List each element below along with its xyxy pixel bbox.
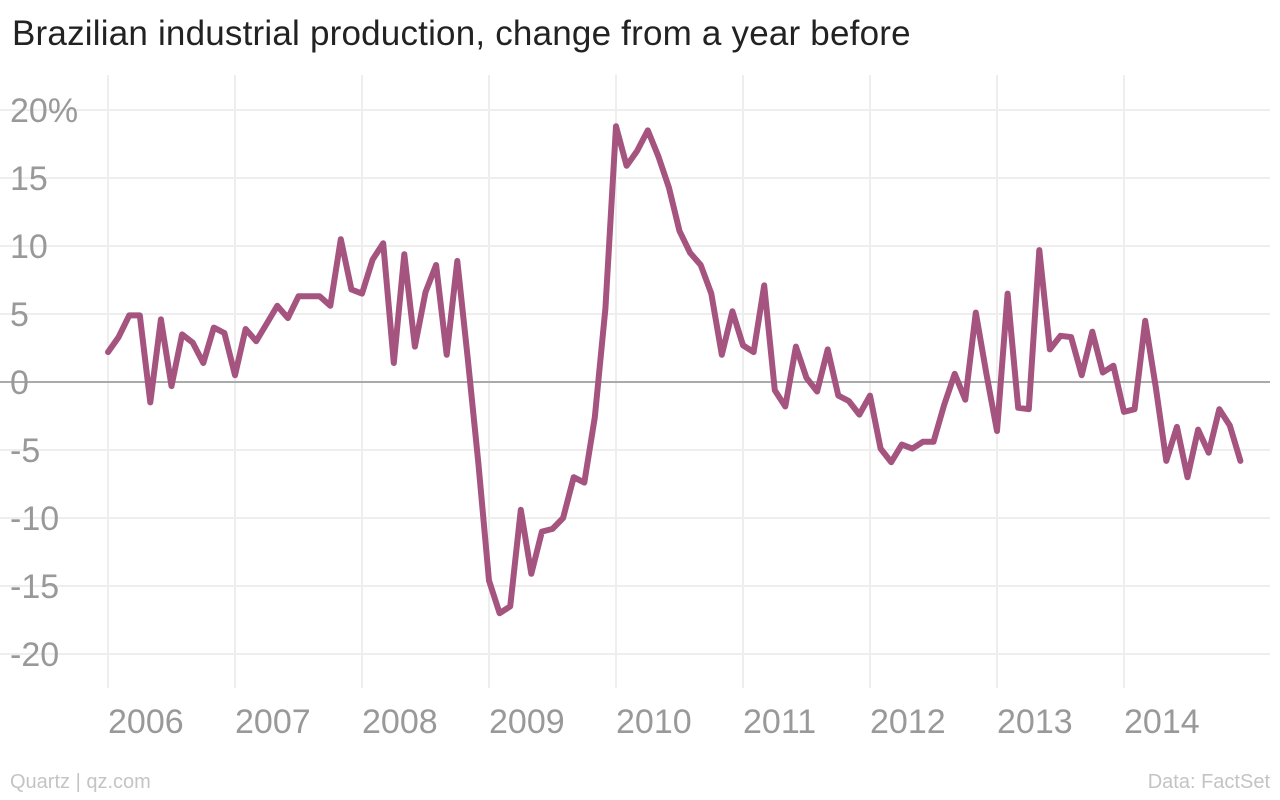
y-tick-label: 20% xyxy=(10,92,78,130)
y-tick-label: -5 xyxy=(10,432,40,470)
series-layer xyxy=(105,123,1244,617)
y-tick-label: 10 xyxy=(10,228,48,266)
x-tick-label: 2012 xyxy=(870,703,946,741)
x-tick-label: 2010 xyxy=(616,703,692,741)
x-tick-label: 2014 xyxy=(1124,703,1200,741)
y-tick-label: 0 xyxy=(10,364,29,402)
x-tick-label: 2006 xyxy=(108,703,184,741)
x-tick-label: 2007 xyxy=(235,703,311,741)
y-tick-label: 15 xyxy=(10,160,48,198)
x-axis-ticks: 2006 2007 2008 2009 2010 2011 2012 2013 2014 xyxy=(108,703,1200,741)
x-tick-label: 2013 xyxy=(997,703,1073,741)
x-tick-label: 2011 xyxy=(743,703,816,741)
x-tick-label: 2009 xyxy=(489,703,565,741)
footer-credit: Quartz | qz.com xyxy=(10,771,151,793)
chart-title: Brazilian industrial production, change … xyxy=(12,14,911,53)
y-axis-ticks: 20% 15 10 5 0 -5 -10 -15 -20 xyxy=(10,92,78,674)
series-line xyxy=(105,123,1244,617)
y-tick-label: -20 xyxy=(10,636,59,674)
x-tick-label: 2008 xyxy=(362,703,438,741)
y-tick-label: 5 xyxy=(10,296,29,334)
y-tick-label: -15 xyxy=(10,568,59,606)
y-tick-label: -10 xyxy=(10,500,59,538)
footer-source: Data: FactSet xyxy=(1147,771,1270,793)
